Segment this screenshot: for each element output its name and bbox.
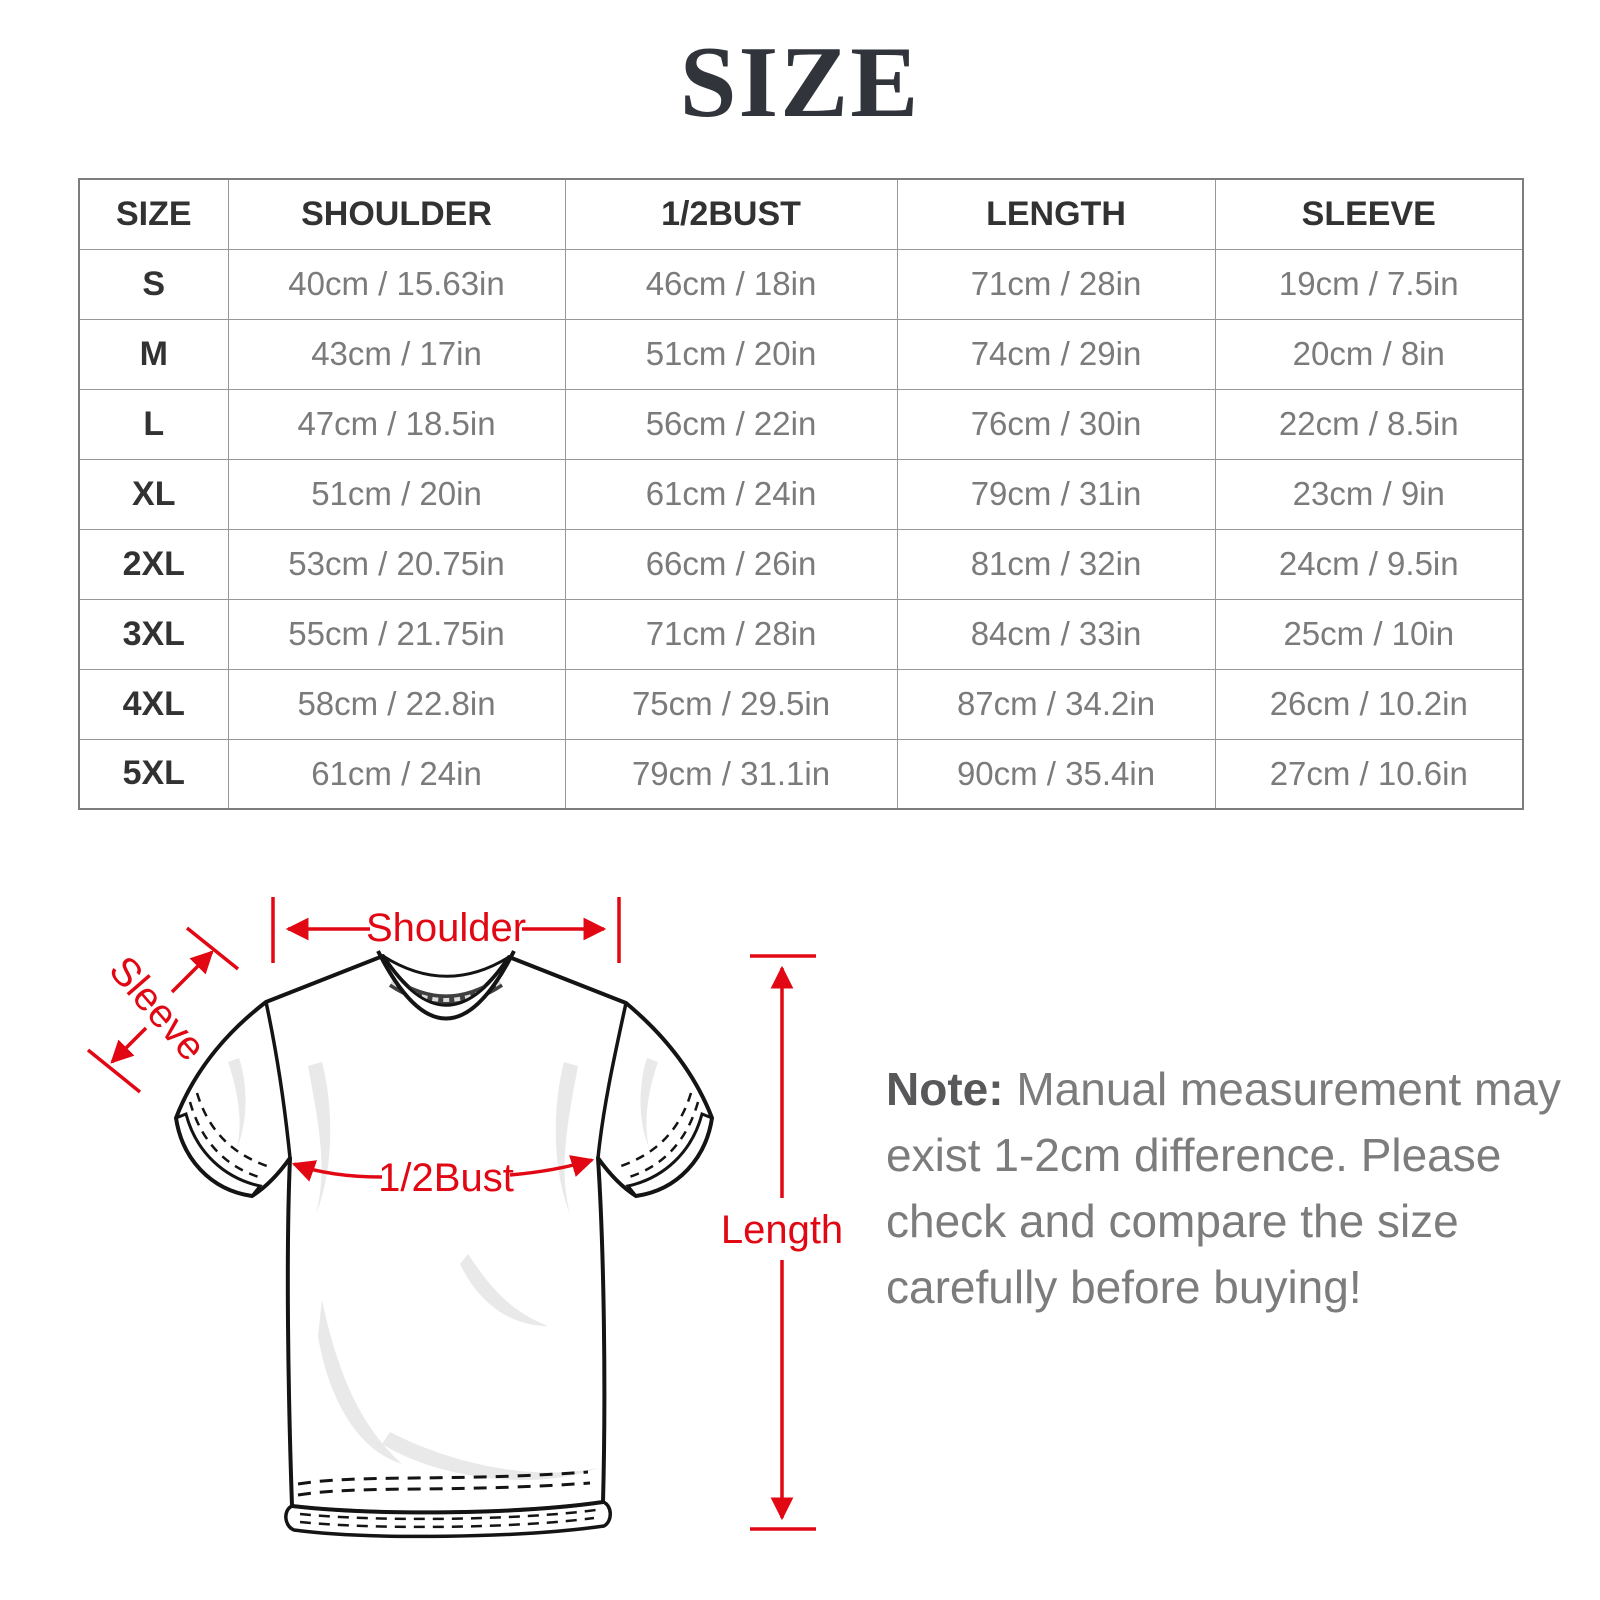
value-cell: 43cm / 17in <box>227 318 566 390</box>
table-row-5xl: 5XL 61cm / 24in 79cm / 31.1in 90cm / 35.… <box>78 738 1524 810</box>
tshirt-drawing <box>174 950 714 1539</box>
header-row: SIZE SHOULDER 1/2BUST LENGTH SLEEVE <box>78 178 1524 250</box>
shoulder-label: Shoulder <box>366 906 526 950</box>
value-cell: 23cm / 9in <box>1214 458 1524 530</box>
length-dimension: Length <box>721 954 843 1531</box>
shoulder-dimension: Shoulder <box>271 897 621 963</box>
note-line: exist 1-2cm difference. Please <box>886 1129 1502 1181</box>
value-cell: 22cm / 8.5in <box>1214 388 1524 460</box>
size-cell: 4XL <box>78 668 229 740</box>
header-cell-shoulder: SHOULDER <box>227 178 566 250</box>
note-line: check and compare the size <box>886 1195 1459 1247</box>
note-block: Note: Manual measurement may exist 1-2cm… <box>886 1056 1561 1320</box>
note-line: Note: Manual measurement may <box>886 1056 1561 1122</box>
page-title: SIZE <box>679 26 921 139</box>
table-row-s: S 40cm / 15.63in 46cm / 18in 71cm / 28in… <box>78 248 1524 320</box>
value-cell: 58cm / 22.8in <box>227 668 566 740</box>
bust-label: 1/2Bust <box>378 1156 514 1200</box>
value-cell: 27cm / 10.6in <box>1214 738 1524 810</box>
value-cell: 90cm / 35.4in <box>896 738 1216 810</box>
value-cell: 81cm / 32in <box>896 528 1216 600</box>
sleeve-dimension: Sleeve <box>86 926 240 1094</box>
value-cell: 84cm / 33in <box>896 598 1216 670</box>
size-cell: 2XL <box>78 528 229 600</box>
fabric-shading <box>228 1058 658 1481</box>
value-cell: 24cm / 9.5in <box>1214 528 1524 600</box>
size-cell: M <box>78 318 229 390</box>
value-cell: 19cm / 7.5in <box>1214 248 1524 320</box>
value-cell: 71cm / 28in <box>896 248 1216 320</box>
table-row-3xl: 3XL 55cm / 21.75in 71cm / 28in 84cm / 33… <box>78 598 1524 670</box>
value-cell: 51cm / 20in <box>564 318 898 390</box>
value-cell: 53cm / 20.75in <box>227 528 566 600</box>
size-cell: S <box>78 248 229 320</box>
value-cell: 71cm / 28in <box>564 598 898 670</box>
value-cell: 61cm / 24in <box>564 458 898 530</box>
value-cell: 79cm / 31in <box>896 458 1216 530</box>
note-line: carefully before buying! <box>886 1261 1362 1313</box>
bust-dimension: 1/2Bust <box>291 1155 595 1200</box>
value-cell: 66cm / 26in <box>564 528 898 600</box>
left-cuff <box>174 1092 268 1198</box>
size-cell: L <box>78 388 229 460</box>
header-cell-size: SIZE <box>78 178 229 250</box>
value-cell: 40cm / 15.63in <box>227 248 566 320</box>
table-row-2xl: 2XL 53cm / 20.75in 66cm / 26in 81cm / 32… <box>78 528 1524 600</box>
value-cell: 55cm / 21.75in <box>227 598 566 670</box>
table-row-xl: XL 51cm / 20in 61cm / 24in 79cm / 31in 2… <box>78 458 1524 530</box>
table-row-4xl: 4XL 58cm / 22.8in 75cm / 29.5in 87cm / 3… <box>78 668 1524 740</box>
length-label: Length <box>721 1208 843 1252</box>
size-cell: XL <box>78 458 229 530</box>
value-cell: 87cm / 34.2in <box>896 668 1216 740</box>
value-cell: 56cm / 22in <box>564 388 898 460</box>
tshirt-measurement-diagram: Shoulder Sleeve 1/2Bust Length <box>86 897 843 1539</box>
value-cell: 26cm / 10.2in <box>1214 668 1524 740</box>
value-cell: 61cm / 24in <box>227 738 566 810</box>
table-row-l: L 47cm / 18.5in 56cm / 22in 76cm / 30in … <box>78 388 1524 460</box>
size-table: SIZE SHOULDER 1/2BUST LENGTH SLEEVE S 40… <box>78 178 1524 810</box>
size-cell: 5XL <box>78 738 229 810</box>
header-cell-bust: 1/2BUST <box>564 178 898 250</box>
header-cell-length: LENGTH <box>896 178 1216 250</box>
value-cell: 25cm / 10in <box>1214 598 1524 670</box>
value-cell: 74cm / 29in <box>896 318 1216 390</box>
collar <box>376 950 516 1021</box>
note-text: Manual measurement may <box>1016 1063 1561 1115</box>
note-label: Note: <box>886 1063 1004 1115</box>
value-cell: 47cm / 18.5in <box>227 388 566 460</box>
header-cell-sleeve: SLEEVE <box>1214 178 1524 250</box>
table-row-m: M 43cm / 17in 51cm / 20in 74cm / 29in 20… <box>78 318 1524 390</box>
value-cell: 76cm / 30in <box>896 388 1216 460</box>
value-cell: 51cm / 20in <box>227 458 566 530</box>
right-cuff <box>620 1092 714 1198</box>
value-cell: 46cm / 18in <box>564 248 898 320</box>
value-cell: 20cm / 8in <box>1214 318 1524 390</box>
value-cell: 79cm / 31.1in <box>564 738 898 810</box>
bottom-hem <box>284 1470 612 1539</box>
value-cell: 75cm / 29.5in <box>564 668 898 740</box>
size-cell: 3XL <box>78 598 229 670</box>
